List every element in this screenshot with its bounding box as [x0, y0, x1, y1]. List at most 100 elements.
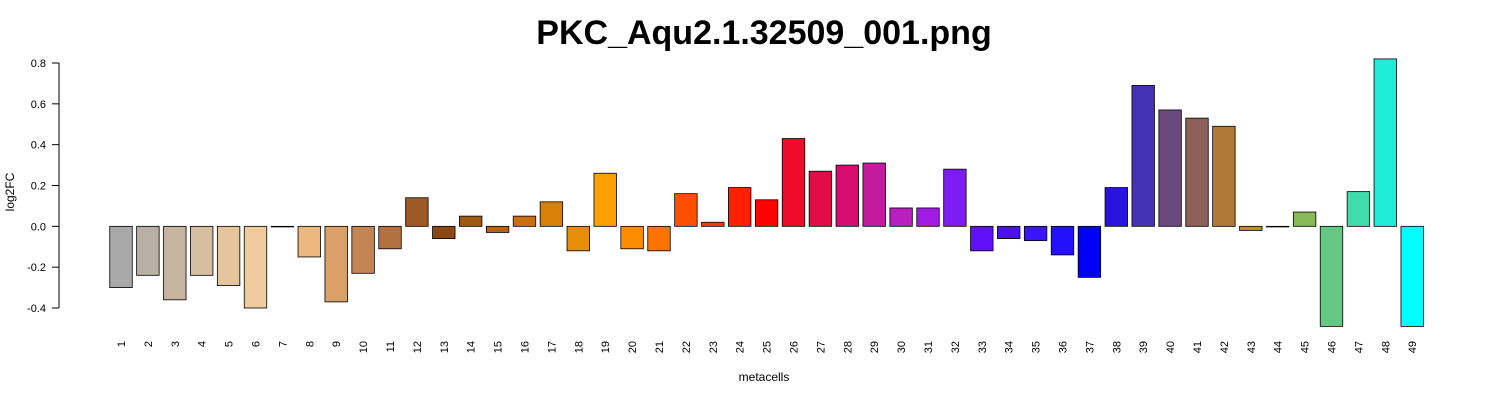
x-tick-labels: 1 2 3 4 5 6 7 8 9 10 11 12 13 14 15 16 17 18 19 20 21 22 23 24 2… [116, 341, 1419, 353]
x-tick-label: 29 [869, 341, 881, 353]
x-tick-label: 45 [1300, 341, 1312, 353]
x-tick-label: 17 [546, 341, 558, 353]
x-tick-label: 14 [466, 341, 478, 353]
x-tick-label: 12 [412, 341, 424, 353]
x-tick-label: 24 [735, 341, 747, 353]
x-tick-label: 15 [493, 341, 505, 353]
chart-title: PKC_Aqu2.1.32509_001.png [536, 14, 991, 52]
x-tick-label: 39 [1138, 341, 1150, 353]
x-tick-label: 7 [277, 341, 289, 347]
bar-1 [109, 225, 133, 288]
bar-17 [539, 201, 564, 227]
x-tick-label: 3 [170, 341, 182, 347]
x-tick-label: 49 [1407, 341, 1419, 353]
bar-18 [566, 225, 590, 252]
x-tick-label: 6 [251, 341, 263, 347]
x-tick-label: 1 [116, 341, 128, 347]
x-tick-label: 33 [977, 341, 989, 353]
bar-28 [835, 164, 859, 227]
bar-23 [701, 221, 725, 227]
x-tick-label: 5 [224, 341, 236, 347]
bar-42 [1212, 125, 1236, 227]
bar-13 [432, 225, 456, 239]
x-tick-label: 34 [1004, 341, 1016, 353]
bar-31 [916, 207, 940, 227]
bar-41 [1185, 117, 1209, 227]
x-tick-label: 48 [1380, 341, 1392, 353]
x-tick-label: 36 [1058, 341, 1070, 353]
x-tick-label: 19 [600, 341, 612, 353]
bar-14 [459, 215, 483, 227]
y-tick-label: 0.4 [31, 140, 46, 152]
bar-6 [243, 225, 268, 309]
bar-35 [1023, 225, 1048, 242]
bar-46 [1319, 225, 1344, 327]
bar-36 [1050, 225, 1075, 256]
x-tick-label: 30 [896, 341, 908, 353]
bar-5 [216, 225, 241, 286]
x-tick-label: 20 [627, 341, 639, 353]
bar-47 [1346, 191, 1371, 227]
bar-16 [512, 215, 537, 227]
bar-30 [889, 207, 913, 227]
bar-2 [136, 225, 160, 276]
bar-11 [378, 225, 402, 250]
x-tick-label: 44 [1273, 341, 1285, 353]
x-tick-label: 41 [1192, 341, 1204, 353]
bar-45 [1292, 211, 1317, 227]
bar-29 [862, 162, 886, 227]
x-tick-label: 46 [1327, 341, 1339, 353]
x-tick-label: 23 [708, 341, 720, 353]
x-tick-label: 27 [815, 341, 827, 353]
bar-44 [1266, 225, 1290, 228]
bar-10 [351, 225, 375, 274]
bar-32 [943, 168, 967, 227]
bar-15 [485, 225, 510, 233]
x-tick-label: 10 [358, 341, 370, 353]
bar-9 [324, 225, 348, 303]
x-tick-label: 43 [1246, 341, 1258, 353]
y-tick-label: 0.8 [31, 58, 46, 70]
x-tick-label: 21 [654, 341, 666, 353]
y-axis-label: log2FC [3, 172, 17, 211]
bar-21 [647, 225, 671, 252]
x-tick-label: 11 [385, 341, 397, 352]
bar-3 [163, 225, 187, 301]
y-tick-label: 0.2 [31, 181, 46, 193]
x-tick-label: 25 [762, 341, 774, 353]
bar-20 [620, 225, 644, 250]
y-tick-label: -0.4 [27, 303, 46, 315]
x-tick-label: 31 [923, 341, 935, 353]
x-tick-label: 9 [331, 341, 343, 347]
bar-22 [674, 193, 698, 227]
bar-26 [781, 138, 806, 227]
bar-37 [1077, 225, 1102, 278]
bar-19 [593, 172, 617, 227]
x-tick-label: 28 [842, 341, 854, 353]
x-tick-label: 42 [1219, 341, 1231, 353]
x-tick-label: 40 [1165, 341, 1177, 353]
bar-43 [1239, 225, 1263, 231]
x-tick-label: 35 [1031, 341, 1043, 353]
x-tick-label: 18 [573, 341, 585, 353]
x-tick-label: 8 [304, 341, 316, 347]
x-tick-label: 38 [1111, 341, 1123, 353]
x-tick-label: 26 [789, 341, 801, 353]
bar-24 [728, 187, 752, 227]
bar-33 [970, 225, 994, 252]
bar-8 [297, 225, 321, 258]
y-tick-label: -0.2 [27, 262, 46, 274]
bars-group [109, 58, 1424, 327]
bar-40 [1158, 109, 1182, 227]
bar-12 [405, 197, 429, 227]
x-tick-label: 47 [1353, 341, 1365, 353]
x-tick-label: 22 [681, 341, 693, 353]
x-tick-label: 4 [197, 341, 209, 347]
x-tick-label: 37 [1084, 341, 1096, 353]
bar-38 [1104, 187, 1128, 227]
bar-4 [190, 225, 214, 276]
bar-7 [270, 225, 295, 228]
x-tick-label: 2 [143, 341, 155, 347]
x-tick-label: 16 [520, 341, 532, 353]
bar-49 [1400, 225, 1424, 327]
